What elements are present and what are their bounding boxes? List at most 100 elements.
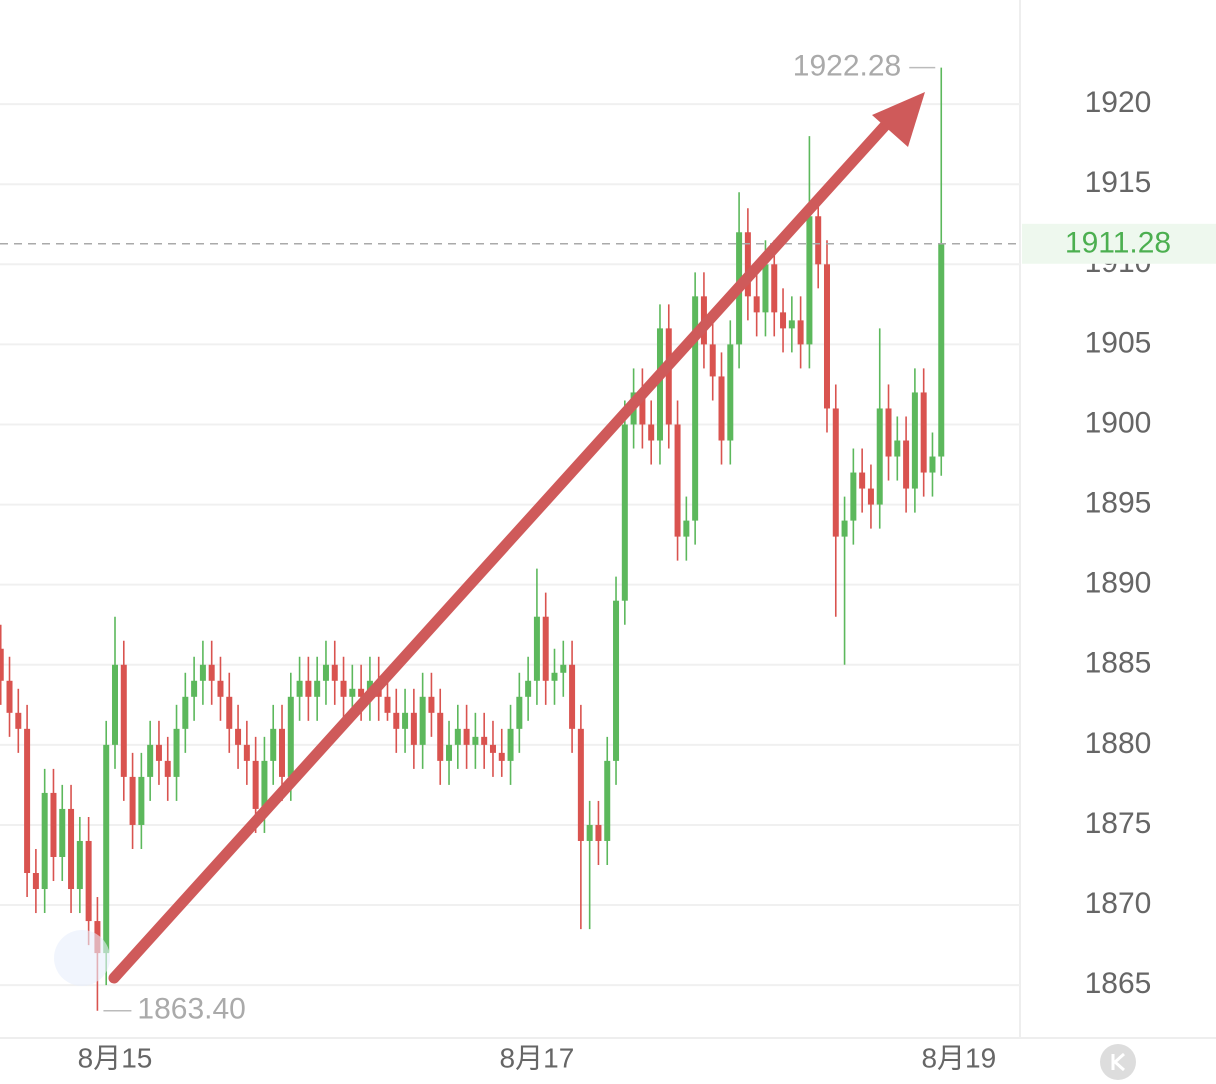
candle-body — [147, 744, 154, 777]
candle-body — [287, 696, 294, 777]
candle-body — [665, 328, 672, 425]
candle-body — [463, 728, 470, 745]
x-tick-label: 8月17 — [500, 1042, 575, 1073]
candle-body — [279, 728, 286, 777]
candle-body — [24, 728, 31, 874]
candle-body — [683, 520, 690, 537]
y-tick-label: 1885 — [1085, 647, 1152, 680]
k-button[interactable] — [1100, 1044, 1136, 1080]
candle-body — [507, 728, 514, 761]
candle-body — [428, 696, 435, 713]
candle-body — [639, 392, 646, 425]
candle-body — [349, 688, 356, 697]
y-tick-label: 1865 — [1085, 967, 1152, 1000]
candle-body — [832, 408, 839, 537]
candle-body — [314, 680, 321, 697]
candle-body — [797, 320, 804, 345]
candle-body — [393, 712, 400, 729]
candle-body — [929, 456, 936, 473]
candle-body — [15, 712, 22, 729]
candle-body — [806, 216, 813, 345]
candle-body — [50, 792, 57, 857]
candle-body — [85, 840, 92, 922]
candle-body — [472, 736, 479, 745]
candle-body — [76, 840, 83, 890]
candle-body — [850, 472, 857, 521]
candle-body — [744, 232, 751, 297]
candle-body — [920, 392, 927, 473]
candle-body — [894, 440, 901, 457]
trend-arrow — [108, 92, 925, 984]
candle-body — [577, 728, 584, 841]
last-price-label: 1911.28 — [1065, 227, 1171, 260]
candle-body — [252, 760, 259, 809]
candle-body — [243, 744, 250, 761]
candle-body — [446, 744, 453, 761]
candle-body — [762, 264, 769, 313]
candle-body — [0, 648, 4, 681]
candle-body — [656, 328, 663, 441]
plot-area: 1922.28 1863.40 — [0, 50, 1020, 1026]
candle-body — [560, 664, 567, 673]
candle-body — [199, 664, 206, 681]
candle-body — [191, 680, 198, 697]
y-tick-label: 1920 — [1085, 86, 1152, 119]
candle-body — [173, 728, 180, 777]
candle-body — [138, 776, 145, 825]
candle-body — [525, 680, 532, 697]
candle-body — [771, 264, 778, 313]
candle-body — [112, 664, 118, 745]
candle-body — [358, 688, 365, 697]
candle-body — [604, 760, 611, 841]
candle-body — [876, 408, 883, 505]
y-tick-label: 1875 — [1085, 807, 1152, 840]
y-tick-label: 1895 — [1085, 487, 1152, 520]
candle-body — [692, 296, 699, 521]
candle-body — [569, 664, 576, 729]
candle-body — [780, 312, 787, 329]
y-tick-label: 1915 — [1085, 166, 1152, 199]
candle-body — [621, 424, 628, 601]
candle-body — [331, 664, 338, 681]
candle-body — [885, 408, 892, 457]
candle-body — [454, 728, 461, 745]
candle-body — [674, 424, 681, 537]
candle-body — [59, 808, 66, 857]
candle-body — [155, 744, 162, 761]
candle-body — [32, 873, 39, 890]
y-tick-label: 1870 — [1085, 887, 1152, 920]
candle-body — [305, 680, 312, 697]
candle-body — [841, 520, 848, 537]
candle-body — [498, 752, 505, 761]
x-tick-label: 8月19 — [921, 1042, 996, 1073]
candle-body — [823, 264, 830, 409]
candle-body — [489, 744, 496, 753]
candle-body — [648, 424, 655, 441]
candle-body — [340, 680, 347, 697]
candle-body — [226, 696, 233, 729]
x-tick-label: 8月15 — [78, 1042, 153, 1073]
arrow-shaft — [108, 112, 898, 984]
candle-body — [867, 488, 874, 505]
last-price-box — [1022, 223, 1216, 264]
candle-body — [903, 440, 910, 489]
candle-body — [911, 392, 918, 489]
candle-body — [410, 712, 417, 745]
candle-body — [815, 216, 822, 265]
candle-body — [129, 776, 136, 825]
max-label: 1922.28 — [793, 50, 901, 83]
candle-body — [753, 296, 760, 313]
y-tick-label: 1880 — [1085, 727, 1152, 760]
candle-body — [68, 808, 75, 890]
candle-body — [542, 616, 549, 681]
candle-body — [595, 824, 602, 841]
faded-icon — [54, 930, 110, 986]
candle-body — [481, 736, 488, 745]
candle-body — [182, 696, 189, 729]
candle-body — [938, 243, 945, 457]
candle-body — [613, 600, 620, 761]
candle-body — [261, 760, 268, 809]
candle-body — [164, 760, 171, 777]
